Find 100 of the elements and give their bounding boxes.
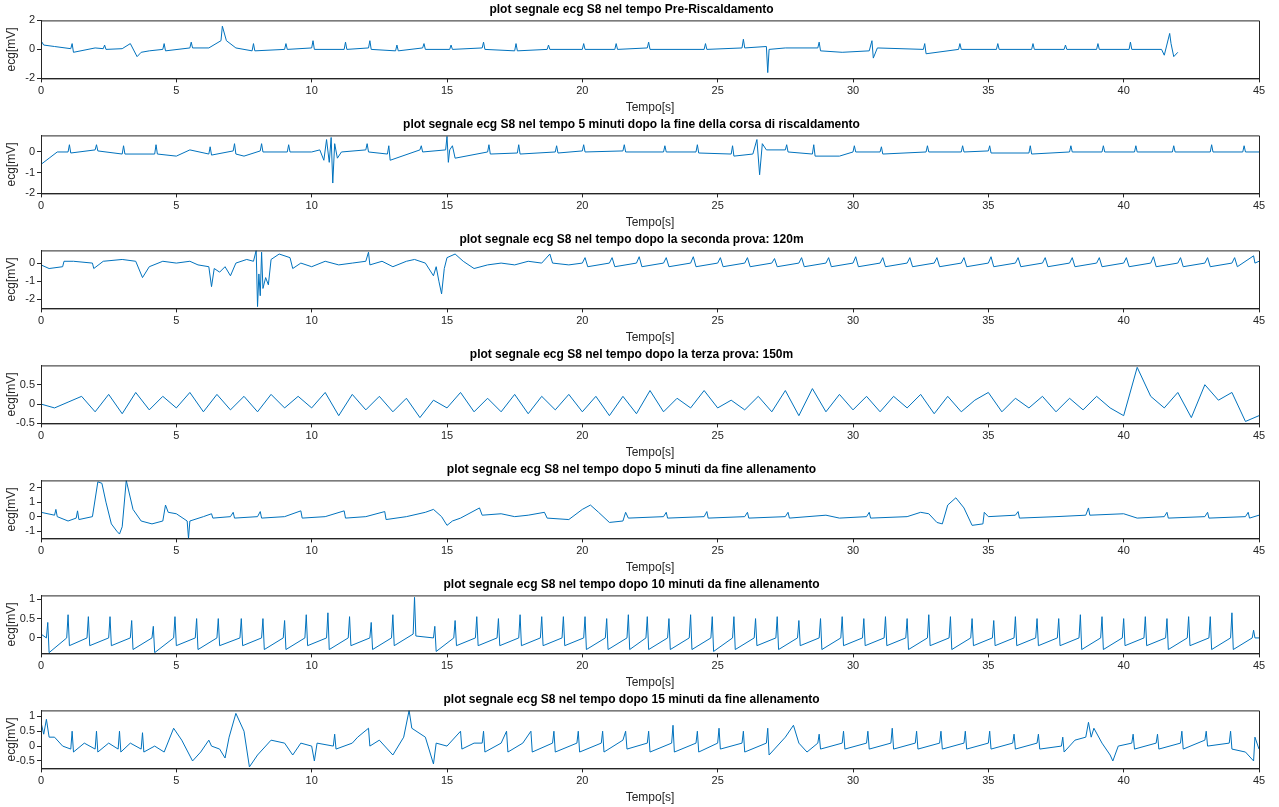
x-tick-label: 30 xyxy=(846,774,860,787)
y-tick-label: 0.5 xyxy=(19,724,35,737)
chart-title: plot segnale ecg S8 nel tempo dopo 10 minuti da fine allenamento xyxy=(443,576,820,591)
x-tick-label: 5 xyxy=(173,659,180,672)
y-tick-label: 1 xyxy=(28,709,35,722)
x-tick-label: 25 xyxy=(711,314,724,327)
x-tick-label: 30 xyxy=(846,429,860,442)
x-tick-label: 5 xyxy=(173,314,180,327)
x-tick-label: 25 xyxy=(711,774,724,787)
x-tick-label: 25 xyxy=(711,84,724,97)
chart-title: plot segnale ecg S8 nel tempo 5 minuti dopo la fine della corsa di riscaldamento xyxy=(403,116,860,131)
x-tick-label: 10 xyxy=(305,659,318,672)
x-tick-label: 30 xyxy=(846,659,860,672)
x-tick-label: 30 xyxy=(846,544,860,557)
y-tick-label: 0 xyxy=(28,739,35,752)
y-tick-label: 0.5 xyxy=(19,611,35,624)
x-tick-label: 40 xyxy=(1117,544,1130,557)
x-tick-label: 15 xyxy=(440,84,454,97)
x-axis-title: Tempo[s] xyxy=(625,215,675,230)
x-tick-label: 0 xyxy=(37,199,45,212)
y-tick-label: -1 xyxy=(25,524,35,537)
x-tick-label: 15 xyxy=(440,659,454,672)
y-tick-label: -0.5 xyxy=(16,754,35,766)
x-tick-label: 40 xyxy=(1117,774,1130,787)
x-tick-label: 35 xyxy=(982,199,995,212)
x-axis-title: Tempo[s] xyxy=(625,330,675,345)
x-axis-title: Tempo[s] xyxy=(625,790,675,805)
chart-title: plot segnale ecg S8 nel tempo dopo la terza prova: 150m xyxy=(469,346,794,361)
x-tick-label: 10 xyxy=(305,314,318,327)
y-axis-title: ecg[mV] xyxy=(3,142,18,187)
x-tick-label: 15 xyxy=(440,774,454,787)
x-tick-label: 15 xyxy=(440,314,454,327)
y-tick-label: -2 xyxy=(25,71,35,84)
x-axis-title: Tempo[s] xyxy=(625,560,675,575)
chart-title: plot segnale ecg S8 nel tempo Pre-Riscaldamento xyxy=(489,1,774,16)
x-tick-label: 30 xyxy=(846,199,860,212)
x-tick-label: 25 xyxy=(711,659,724,672)
x-tick-label: 10 xyxy=(305,774,318,787)
x-tick-label: 5 xyxy=(173,199,180,212)
x-tick-label: 40 xyxy=(1117,84,1130,97)
x-axis-title: Tempo[s] xyxy=(625,100,675,115)
y-tick-label: -1 xyxy=(25,165,35,178)
y-tick-label: -2 xyxy=(25,186,35,199)
x-tick-label: 35 xyxy=(982,84,995,97)
x-tick-label: 45 xyxy=(1252,199,1266,212)
y-tick-label: 1 xyxy=(28,592,35,605)
y-axis-title: ecg[mV] xyxy=(3,257,18,302)
x-tick-label: 45 xyxy=(1252,429,1266,442)
x-tick-label: 25 xyxy=(711,544,724,557)
x-tick-label: 5 xyxy=(173,774,180,787)
x-tick-label: 40 xyxy=(1117,314,1130,327)
x-tick-label: 20 xyxy=(576,659,589,672)
y-tick-label: 0 xyxy=(28,397,35,410)
x-tick-label: 40 xyxy=(1117,429,1130,442)
x-tick-label: 45 xyxy=(1252,314,1266,327)
x-tick-label: 20 xyxy=(576,544,589,557)
y-tick-label: 0 xyxy=(28,145,35,157)
x-tick-label: 40 xyxy=(1117,199,1130,212)
y-tick-label: 1 xyxy=(28,495,35,508)
x-tick-label: 5 xyxy=(173,84,180,97)
y-tick-label: 0 xyxy=(28,256,35,269)
x-tick-label: 45 xyxy=(1252,774,1266,787)
x-tick-label: 35 xyxy=(982,659,995,672)
x-tick-label: 40 xyxy=(1117,659,1130,672)
x-tick-label: 20 xyxy=(576,774,589,787)
x-tick-label: 30 xyxy=(846,84,860,97)
y-tick-label: 2 xyxy=(28,480,35,493)
x-tick-label: 10 xyxy=(305,544,318,557)
x-tick-label: 35 xyxy=(982,429,995,442)
x-tick-label: 20 xyxy=(576,429,589,442)
x-tick-label: 30 xyxy=(846,314,860,327)
y-tick-label: -0.5 xyxy=(16,416,35,429)
x-tick-label: 15 xyxy=(440,429,454,442)
x-tick-label: 5 xyxy=(173,429,180,442)
y-tick-label: 0 xyxy=(28,630,35,643)
x-tick-label: 0 xyxy=(37,84,45,97)
x-axis-title: Tempo[s] xyxy=(625,675,675,690)
y-axis-title: ecg[mV] xyxy=(3,27,18,72)
y-tick-label: 0.5 xyxy=(19,377,35,390)
y-tick-label: 0 xyxy=(28,42,35,55)
y-axis-title: ecg[mV] xyxy=(3,372,18,417)
x-tick-label: 0 xyxy=(37,314,45,327)
chart-title: plot segnale ecg S8 nel tempo dopo 5 minuti da fine allenamento xyxy=(446,461,817,476)
chart-title: plot segnale ecg S8 nel tempo dopo 15 minuti da fine allenamento xyxy=(443,691,820,706)
x-tick-label: 10 xyxy=(305,429,318,442)
x-tick-label: 10 xyxy=(305,199,318,212)
x-axis-title: Tempo[s] xyxy=(625,445,675,460)
x-tick-label: 20 xyxy=(576,84,589,97)
y-tick-label: -1 xyxy=(25,274,35,287)
x-tick-label: 35 xyxy=(982,774,995,787)
x-tick-label: 45 xyxy=(1252,544,1266,557)
y-tick-label: 2 xyxy=(28,13,35,26)
y-axis-title: ecg[mV] xyxy=(3,717,18,762)
x-tick-label: 35 xyxy=(982,314,995,327)
y-axis-title: ecg[mV] xyxy=(3,487,18,532)
x-tick-label: 0 xyxy=(37,774,45,787)
x-tick-label: 20 xyxy=(576,314,589,327)
x-tick-label: 15 xyxy=(440,544,454,557)
y-axis-title: ecg[mV] xyxy=(3,602,18,647)
x-tick-label: 20 xyxy=(576,199,589,212)
